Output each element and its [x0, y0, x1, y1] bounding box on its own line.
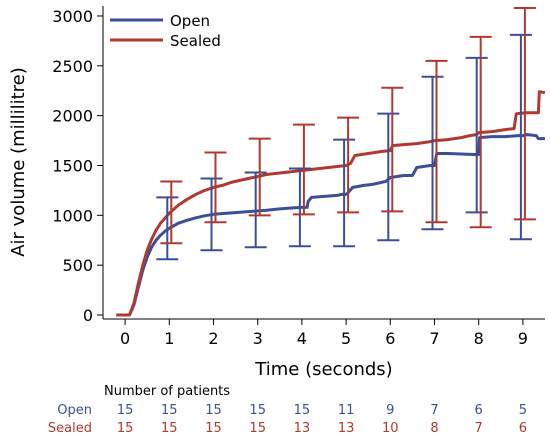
y-tick-label: 1000	[52, 206, 93, 225]
x-tick-label: 3	[253, 329, 263, 348]
error-bar-sealed	[381, 86, 404, 213]
error-bar-sealed	[425, 59, 448, 224]
y-tick-label: 0	[83, 306, 93, 325]
legend-label-open: Open	[170, 12, 210, 30]
patients-count: 7	[475, 421, 483, 436]
error-bar-sealed	[513, 6, 536, 221]
error-bar-open	[244, 171, 267, 249]
patients-count: 15	[249, 421, 266, 436]
legend-label-sealed: Sealed	[170, 32, 221, 50]
error-bar-sealed	[204, 151, 227, 224]
patients-table-header: Number of patients	[104, 384, 230, 399]
y-axis-label: Air volume (millilitre)	[8, 67, 29, 257]
y-tick-label: 3000	[52, 7, 93, 26]
y-tick-label: 2500	[52, 57, 93, 76]
patients-count: 10	[382, 421, 399, 436]
patients-count: 13	[294, 421, 311, 436]
error-bar-sealed	[292, 123, 315, 216]
x-tick-label: 2	[208, 329, 218, 348]
patients-count: 13	[338, 421, 355, 436]
patients-count: 15	[117, 421, 134, 436]
error-bar-open	[421, 75, 444, 231]
error-bar-open	[465, 56, 488, 214]
error-bar-open	[156, 196, 179, 261]
x-tick-label: 8	[474, 329, 484, 348]
patients-count: 6	[519, 421, 527, 436]
patients-count: 11	[338, 403, 355, 418]
error-bar-open	[377, 112, 400, 242]
plot-area	[116, 6, 546, 317]
patients-count: 5	[519, 403, 527, 418]
y-tick-label: 500	[62, 256, 93, 275]
error-bar-sealed	[469, 35, 492, 229]
patients-count: 15	[205, 403, 222, 418]
patients-count: 15	[161, 403, 178, 418]
x-tick-label: 7	[429, 329, 439, 348]
patients-count: 15	[294, 403, 311, 418]
y-tick-label: 1500	[52, 156, 93, 175]
patients-count: 15	[249, 403, 266, 418]
patients-count: 15	[117, 403, 134, 418]
error-bar-sealed	[337, 116, 360, 214]
error-bar-open	[288, 167, 311, 248]
legend: Open Sealed	[110, 12, 221, 50]
patients-count: 8	[430, 421, 438, 436]
patients-count: 15	[161, 421, 178, 436]
patients-count: 6	[475, 403, 483, 418]
error-bar-open	[333, 138, 356, 248]
error-bar-open	[200, 177, 223, 252]
patients-table: Open 15 15 15 15 15 11 9 7 6 5 Sealed 15 15 15 15 13 13 10…	[48, 403, 527, 436]
axes: 0 500 1000 1500 2000 2500 3000 0 1 2 3 4 5 6 7 8 9	[52, 6, 545, 348]
x-axis-label: Time (seconds)	[254, 359, 392, 380]
x-tick-label: 0	[120, 329, 130, 348]
patients-count: 9	[386, 403, 394, 418]
error-bar-sealed	[248, 137, 271, 217]
error-bar-open	[509, 33, 532, 241]
x-tick-label: 6	[385, 329, 395, 348]
x-tick-label: 5	[341, 329, 351, 348]
x-tick-label: 9	[518, 329, 528, 348]
patients-count: 15	[205, 421, 222, 436]
patients-row-label: Sealed	[48, 421, 92, 436]
x-tick-label: 4	[297, 329, 307, 348]
error-bar-sealed	[160, 180, 183, 245]
y-tick-label: 2000	[52, 107, 93, 126]
series-line-open	[116, 133, 545, 317]
x-tick-label: 1	[164, 329, 174, 348]
patients-count: 7	[430, 403, 438, 418]
patients-row-label: Open	[57, 403, 92, 418]
